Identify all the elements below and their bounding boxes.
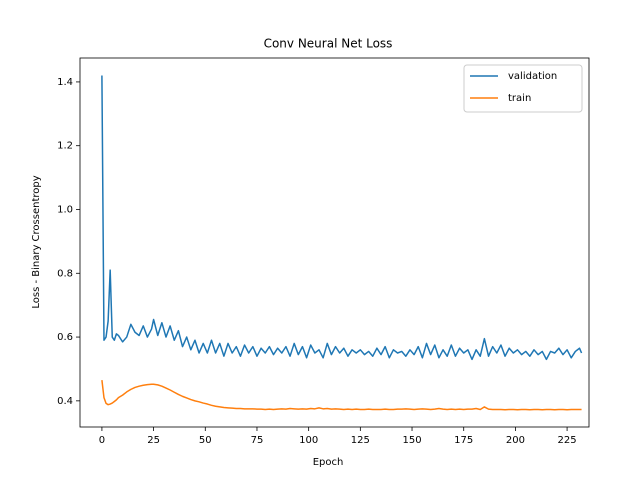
x-tick-label: 200 xyxy=(506,435,525,446)
chart-title: Conv Neural Net Loss xyxy=(264,37,393,51)
y-tick-label: 0.6 xyxy=(57,332,73,343)
x-tick-label: 50 xyxy=(199,435,212,446)
y-tick-label: 1.2 xyxy=(57,141,73,152)
axes-frame xyxy=(79,57,590,428)
line-series xyxy=(101,380,582,411)
x-tick-label: 100 xyxy=(299,435,318,446)
y-axis-label: Loss - Binary Crossentropy xyxy=(31,175,42,308)
x-tick-label: 125 xyxy=(351,435,370,446)
legend-label: train xyxy=(508,93,531,104)
x-tick-label: 0 xyxy=(99,435,105,446)
x-tick-label: 25 xyxy=(147,435,160,446)
x-tick-label: 225 xyxy=(558,435,577,446)
x-tick-label: 150 xyxy=(402,435,421,446)
y-tick-label: 0.4 xyxy=(57,396,73,407)
legend-label: validation xyxy=(508,71,557,82)
y-tick-label: 0.8 xyxy=(57,268,73,279)
x-tick-label: 75 xyxy=(251,435,264,446)
x-tick-label: 175 xyxy=(454,435,473,446)
line-series xyxy=(101,75,583,361)
y-tick-label: 1.4 xyxy=(57,77,73,88)
y-tick-label: 1.0 xyxy=(57,204,73,215)
x-axis-label: Epoch xyxy=(313,457,344,468)
